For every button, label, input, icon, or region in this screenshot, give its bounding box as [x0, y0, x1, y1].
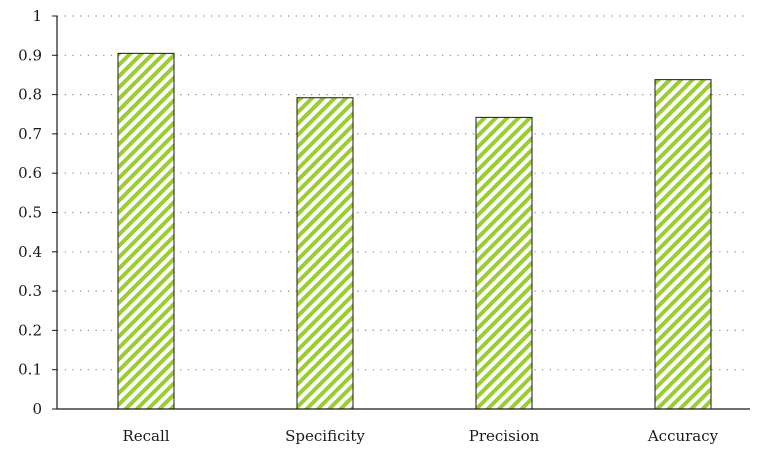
- y-tick-label: 0.4: [18, 243, 42, 261]
- x-tick-label: Accuracy: [647, 427, 719, 445]
- y-tick-label: 0.6: [18, 164, 42, 182]
- x-tick-label: Recall: [122, 427, 169, 445]
- bars: [117, 52, 712, 410]
- y-tick-label: 0: [32, 400, 42, 418]
- y-tick-label: 0.7: [18, 125, 42, 143]
- y-tick-label: 1: [32, 7, 42, 25]
- bar-specificity: [296, 97, 354, 410]
- y-tick-label: 0.3: [18, 282, 42, 300]
- y-tick-label: 0.8: [18, 86, 42, 104]
- y-tick-label: 0.5: [18, 204, 42, 222]
- x-tick-label: Precision: [469, 427, 540, 445]
- bar-accuracy: [654, 79, 712, 410]
- x-tick-label: Specificity: [285, 427, 365, 445]
- y-tick-label: 0.1: [18, 361, 42, 379]
- x-tick-labels: Recall Specificity Precision Accuracy: [122, 427, 718, 445]
- y-tick-label: 0.2: [18, 321, 42, 339]
- bar-recall: [117, 52, 175, 410]
- y-tick-label: 0.9: [18, 46, 42, 64]
- axes: [52, 15, 750, 410]
- y-tick-labels: 0 0.1 0.2 0.3 0.4 0.5 0.6 0.7 0.8 0.9 1: [18, 7, 42, 418]
- bar-precision: [475, 116, 533, 410]
